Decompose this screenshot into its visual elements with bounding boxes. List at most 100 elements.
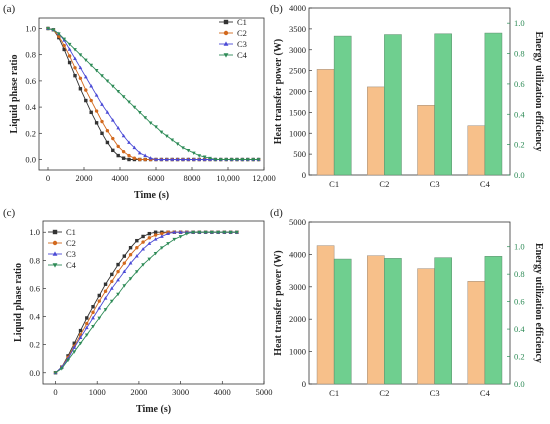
- y-right-tick-label: 1.0: [514, 242, 525, 252]
- data-point: [105, 128, 110, 133]
- data-point: [110, 279, 114, 284]
- data-point: [103, 296, 108, 300]
- y-right-tick-label: 0.6: [514, 297, 525, 307]
- data-point: [116, 292, 120, 297]
- legend-marker: [52, 251, 58, 256]
- data-point: [116, 90, 121, 94]
- y-tick-label: 2000: [289, 87, 306, 97]
- data-point: [56, 32, 61, 36]
- data-point: [153, 230, 158, 234]
- data-point: [91, 325, 95, 329]
- data-point: [78, 76, 83, 80]
- data-point: [84, 333, 89, 337]
- y-tick-label: 5000: [289, 217, 306, 227]
- x-tick-label: 2000: [76, 173, 93, 183]
- bar-power-C3: [417, 105, 435, 176]
- data-point: [94, 69, 99, 73]
- data-point: [197, 230, 202, 235]
- data-point: [132, 145, 137, 150]
- data-point: [172, 237, 177, 242]
- data-point: [256, 158, 261, 162]
- x-tick-label: 1000: [89, 387, 106, 397]
- data-point: [153, 233, 158, 237]
- data-point: [103, 289, 108, 293]
- y-tick-label: 0.4: [25, 102, 36, 112]
- legend-marker: [223, 19, 229, 25]
- x-tick-label: C1: [329, 179, 339, 189]
- y-axis-label: Heat transfer power (W): [273, 250, 284, 355]
- data-point: [134, 254, 139, 258]
- data-point: [148, 121, 153, 125]
- data-point: [121, 149, 126, 154]
- panel-label: (c): [3, 207, 16, 219]
- data-point: [78, 65, 83, 70]
- legend-marker: [223, 30, 229, 36]
- series-C2: [53, 230, 239, 375]
- data-point: [109, 299, 114, 304]
- series-C4: [53, 230, 239, 375]
- data-point: [89, 84, 94, 88]
- data-point: [97, 299, 101, 303]
- data-point: [103, 308, 108, 312]
- x-tick-label: 12,000: [252, 173, 275, 183]
- data-point: [147, 236, 152, 240]
- data-point: [138, 157, 142, 162]
- data-point: [141, 240, 145, 244]
- bar-power-C4: [467, 125, 486, 176]
- data-point: [147, 241, 152, 245]
- bar-efficiency-C1: [333, 35, 352, 176]
- data-point: [159, 157, 164, 161]
- legend-marker: [223, 53, 229, 58]
- data-point: [109, 286, 114, 290]
- data-point: [62, 43, 66, 48]
- data-point: [159, 130, 164, 135]
- data-point: [121, 156, 126, 160]
- data-point: [110, 84, 115, 89]
- data-point: [91, 310, 95, 315]
- data-point: [235, 158, 239, 162]
- data-point: [94, 121, 99, 125]
- data-point: [132, 105, 137, 110]
- data-point: [97, 316, 102, 320]
- data-point: [128, 245, 133, 250]
- data-point: [210, 230, 214, 235]
- data-point: [78, 341, 83, 346]
- panel-d: (d) 0 1000 2000 3000 4000 5000 0.0 0.2 0.4 0.6 0.8 1…: [270, 207, 544, 398]
- y-tick-label: 3000: [289, 45, 306, 55]
- data-point: [172, 230, 177, 234]
- y-axis-label: Liquid phase ratio: [9, 55, 20, 134]
- data-point: [84, 88, 88, 92]
- data-point: [218, 158, 223, 162]
- data-point: [67, 54, 72, 58]
- data-point: [91, 315, 95, 320]
- y-right-tick-label: 0.4: [514, 324, 525, 334]
- data-point: [100, 119, 104, 124]
- legend-label: C2: [237, 28, 247, 38]
- data-point: [186, 148, 191, 153]
- legend-label: C4: [237, 50, 248, 60]
- panel-label: (b): [270, 3, 283, 15]
- y-right-tick-label: 0.2: [514, 140, 525, 150]
- data-point: [116, 153, 120, 158]
- y-axis-label: Heat transfer power (W): [273, 39, 284, 144]
- y-tick-label: 4000: [289, 3, 306, 13]
- data-point: [147, 231, 152, 236]
- y-right-axis-label: Energy utilization efficiency: [533, 32, 544, 152]
- data-point: [85, 316, 89, 320]
- data-point: [73, 66, 77, 70]
- data-point: [164, 157, 169, 161]
- data-point: [160, 231, 164, 236]
- x-tick-label: 5000: [256, 387, 273, 397]
- data-point: [78, 335, 83, 339]
- data-point: [100, 131, 104, 136]
- data-point: [78, 53, 83, 57]
- y-tick-label: 0.4: [29, 312, 40, 322]
- x-tick-label: 6000: [148, 173, 165, 183]
- series-line: [55, 231, 237, 374]
- data-point: [100, 102, 104, 106]
- y-tick-label: 0.8: [29, 255, 40, 265]
- x-tick-label: C2: [379, 179, 389, 189]
- panel-label: (d): [270, 207, 283, 219]
- y-tick-label: 0: [302, 170, 306, 180]
- bar-power-C2: [367, 255, 385, 385]
